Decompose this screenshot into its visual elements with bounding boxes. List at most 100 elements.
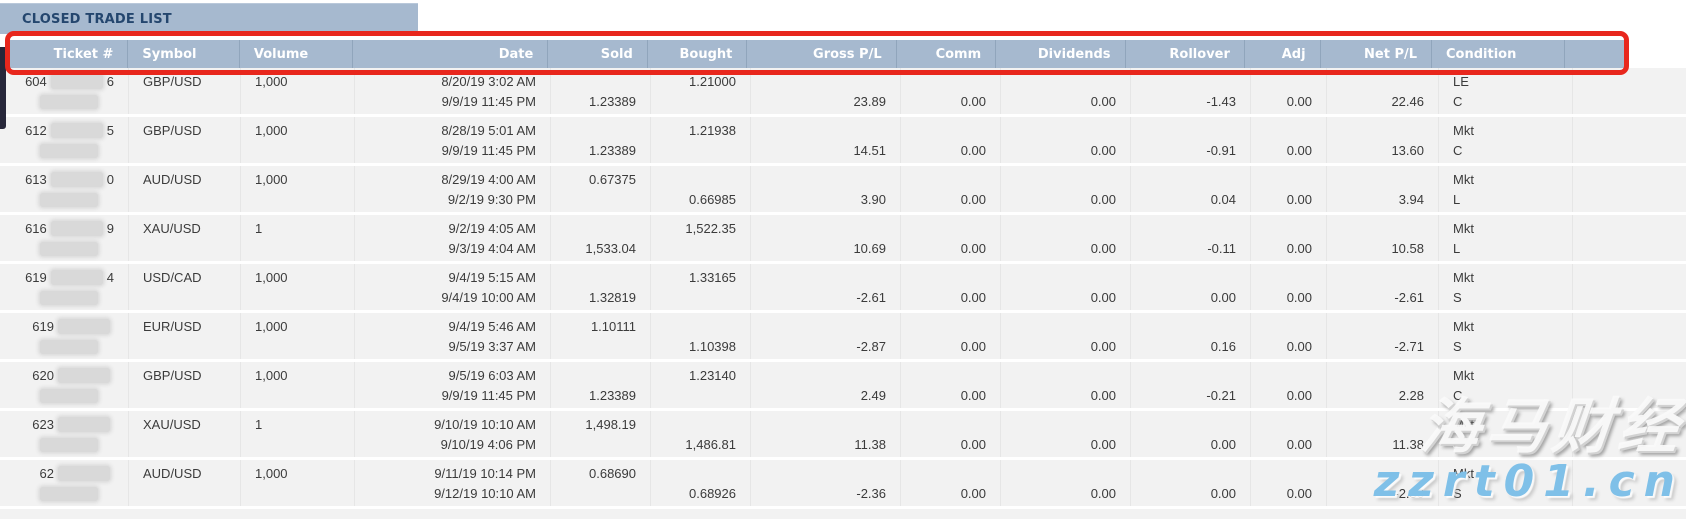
ticket-prefix: 613 <box>25 172 47 187</box>
cell-symbol: XAU/USD <box>128 411 240 457</box>
cell-bought: 0.68926 <box>650 460 750 506</box>
cell-date: 9/11/19 10:14 PM 9/12/19 10:10 AM <box>354 460 550 506</box>
ticket-suffix: 4 <box>106 270 114 285</box>
table-row: 604 6 GBP/USD 1,000 8/20/19 3:02 AM 9/9/1… <box>0 68 1686 114</box>
cell-volume: 1 <box>240 411 354 457</box>
column-header-rollover[interactable]: Rollover <box>1124 40 1244 68</box>
cell-net-pl: 22.46 <box>1326 68 1438 114</box>
ticket-blur-patch <box>40 192 98 207</box>
close-date: 9/9/19 11:45 PM <box>441 94 536 109</box>
cell-rollover: 0.04 <box>1130 166 1250 212</box>
table-row: 619 4 USD/CAD 1,000 9/4/19 5:15 AM 9/4/19… <box>0 261 1686 310</box>
cell-symbol: GBP/USD <box>128 362 240 408</box>
table-row: 620 GBP/USD 1,000 9/5/19 6:03 AM 9/9/19 … <box>0 359 1686 408</box>
cell-bought: 0.66985 <box>650 166 750 212</box>
ticket-blur-patch <box>50 270 103 286</box>
cell-symbol: GBP/USD <box>128 68 240 114</box>
cell-spacer <box>1572 264 1686 310</box>
cell-rollover: 0.00 <box>1130 264 1250 310</box>
cell-condition: Mkt S <box>1438 460 1572 506</box>
cell-symbol: XAU/USD <box>128 215 240 261</box>
column-header-bought[interactable]: Bought <box>646 40 747 68</box>
column-header-sold[interactable]: Sold <box>547 40 647 68</box>
cell-sold: 0.68690 <box>550 460 650 506</box>
ticket-prefix: 616 <box>25 221 47 236</box>
cell-rollover: -1.43 <box>1130 68 1250 114</box>
ticket-prefix: 619 <box>25 270 47 285</box>
ticket-blur-patch <box>40 143 98 158</box>
ticket-prefix: 612 <box>25 123 47 138</box>
ticket-prefix: 604 <box>25 74 47 89</box>
cell-gross-pl: -2.36 <box>750 460 900 506</box>
open-date: 8/20/19 3:02 AM <box>441 74 536 89</box>
cell-dividends: 0.00 <box>1000 166 1130 212</box>
open-date: 9/11/19 10:14 PM <box>434 466 536 481</box>
cell-volume: 1 <box>240 215 354 261</box>
cell-gross-pl: -2.87 <box>750 313 900 359</box>
cell-condition: Mkt L <box>1438 166 1572 212</box>
cell-volume: 1,000 <box>240 166 354 212</box>
ticket-blur-patch <box>50 74 103 90</box>
cell-volume: 1,000 <box>240 68 354 114</box>
cell-comm: 0.00 <box>900 166 1000 212</box>
cell-dividends: 0.00 <box>1000 264 1130 310</box>
ticket-blur-patch <box>58 417 110 433</box>
column-header-condition[interactable]: Condition <box>1431 40 1564 68</box>
ticket-blur-patch <box>40 241 98 256</box>
column-header-date[interactable]: Date <box>352 40 547 68</box>
ticket-blur-patch <box>58 466 110 482</box>
cell-bought: 1.33165 <box>650 264 750 310</box>
close-date: 9/12/19 10:10 AM <box>434 486 536 501</box>
table-row: 62 AUD/USD 1,000 9/11/19 10:14 PM 9/12/1… <box>0 457 1686 506</box>
cell-comm: 0.00 <box>900 264 1000 310</box>
ticket-blur-patch <box>40 290 98 305</box>
table-row-partial <box>0 506 1686 519</box>
column-header-comm[interactable]: Comm <box>895 40 996 68</box>
cell-dividends: 0.00 <box>1000 68 1130 114</box>
ticket-blur-patch <box>50 221 103 237</box>
close-date: 9/5/19 3:37 AM <box>448 339 536 354</box>
cell-date: 9/4/19 5:46 AM 9/5/19 3:37 AM <box>354 313 550 359</box>
cell-symbol: GBP/USD <box>128 117 240 163</box>
column-header-symbol[interactable]: Symbol <box>127 40 238 68</box>
cell-spacer <box>1572 460 1686 506</box>
cell-adj: 0.00 <box>1250 215 1326 261</box>
cell-spacer <box>1572 68 1686 114</box>
open-date: 9/5/19 6:03 AM <box>448 368 536 383</box>
cell-adj: 0.00 <box>1250 460 1326 506</box>
column-header-adj[interactable]: Adj <box>1243 40 1320 68</box>
cell-condition: Mkt C <box>1438 362 1572 408</box>
cell-ticket: 619 4 <box>8 264 128 310</box>
open-date: 8/28/19 5:01 AM <box>441 123 536 138</box>
cell-volume: 1,000 <box>240 264 354 310</box>
open-date: 9/2/19 4:05 AM <box>448 221 536 236</box>
cell-net-pl: 13.60 <box>1326 117 1438 163</box>
cell-adj: 0.00 <box>1250 117 1326 163</box>
column-header-dividends[interactable]: Dividends <box>995 40 1124 68</box>
cell-net-pl: 11.38 <box>1326 411 1438 457</box>
close-date: 9/9/19 11:45 PM <box>441 388 536 403</box>
cell-rollover: 0.16 <box>1130 313 1250 359</box>
cell-comm: 0.00 <box>900 460 1000 506</box>
ticket-blur-patch <box>50 123 103 139</box>
column-header-ticket[interactable]: Ticket # <box>53 46 114 62</box>
cell-adj: 0.00 <box>1250 264 1326 310</box>
ticket-prefix: 62 <box>39 466 54 481</box>
cell-dividends: 0.00 <box>1000 411 1130 457</box>
column-header-gross-pl[interactable]: Gross P/L <box>746 40 895 68</box>
column-header-volume[interactable]: Volume <box>238 40 352 68</box>
ticket-prefix: 623 <box>32 417 54 432</box>
closed-trade-list-tab[interactable]: CLOSED TRADE LIST <box>0 3 418 34</box>
cell-sold: 1,533.04 <box>550 215 650 261</box>
cell-bought: 1,486.81 <box>650 411 750 457</box>
cell-sold: 0.67375 <box>550 166 650 212</box>
cell-adj: 0.00 <box>1250 68 1326 114</box>
cell-bought: 1.21000 <box>650 68 750 114</box>
cell-net-pl: 3.94 <box>1326 166 1438 212</box>
cell-dividends: 0.00 <box>1000 215 1130 261</box>
column-header-net-pl[interactable]: Net P/L <box>1319 40 1431 68</box>
close-date: 9/10/19 4:06 PM <box>440 437 536 452</box>
ticket-suffix: 9 <box>106 221 114 236</box>
cell-adj: 0.00 <box>1250 313 1326 359</box>
table-header-row: Ticket # Symbol Volume Date Sold Bought … <box>8 40 1626 68</box>
